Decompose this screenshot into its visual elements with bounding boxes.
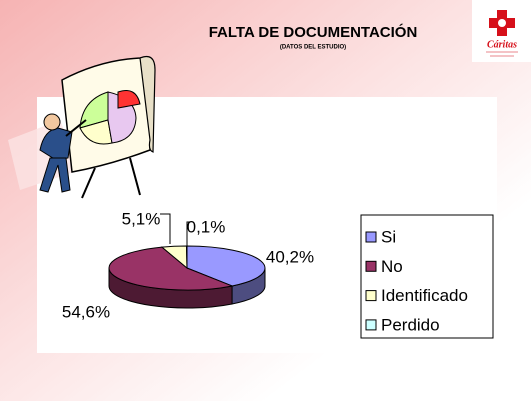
- legend-swatch: [365, 260, 377, 272]
- data-label: 54,6%: [62, 302, 110, 321]
- leader-line: [186, 221, 190, 246]
- legend-swatch: [365, 290, 377, 302]
- easel-leg: [129, 157, 141, 196]
- legend-label: No: [381, 257, 403, 276]
- pie-slice: [186, 245, 266, 287]
- presenter-head: [43, 113, 61, 131]
- legend-swatch: [365, 231, 377, 243]
- clip-pie-slice: [117, 90, 141, 109]
- logo: Cáritas: [472, 0, 531, 62]
- legend-label: Identificado: [381, 286, 468, 305]
- chart-title: FALTA DE DOCUMENTACIÓN: [209, 23, 418, 41]
- legend-label: Perdido: [381, 315, 440, 334]
- data-label: 0,1%: [187, 217, 226, 236]
- leader-line: [160, 213, 171, 244]
- logo-cross-center: [498, 19, 506, 27]
- presenter-legs: [39, 157, 71, 193]
- data-label: 40,2%: [266, 247, 314, 266]
- legend-label: Si: [381, 227, 396, 246]
- chart-subtitle: (DATOS DEL ESTUDIO): [280, 45, 346, 51]
- easel-roll: [139, 55, 156, 153]
- clipart: [8, 55, 156, 199]
- data-label: 5,1%: [122, 209, 161, 228]
- logo-name: Cáritas: [487, 39, 517, 50]
- pie-slice: [108, 246, 234, 291]
- easel-leg: [81, 167, 96, 199]
- legend-swatch: [365, 319, 377, 331]
- presenter-arm: [65, 119, 87, 137]
- legend-box: [360, 214, 494, 339]
